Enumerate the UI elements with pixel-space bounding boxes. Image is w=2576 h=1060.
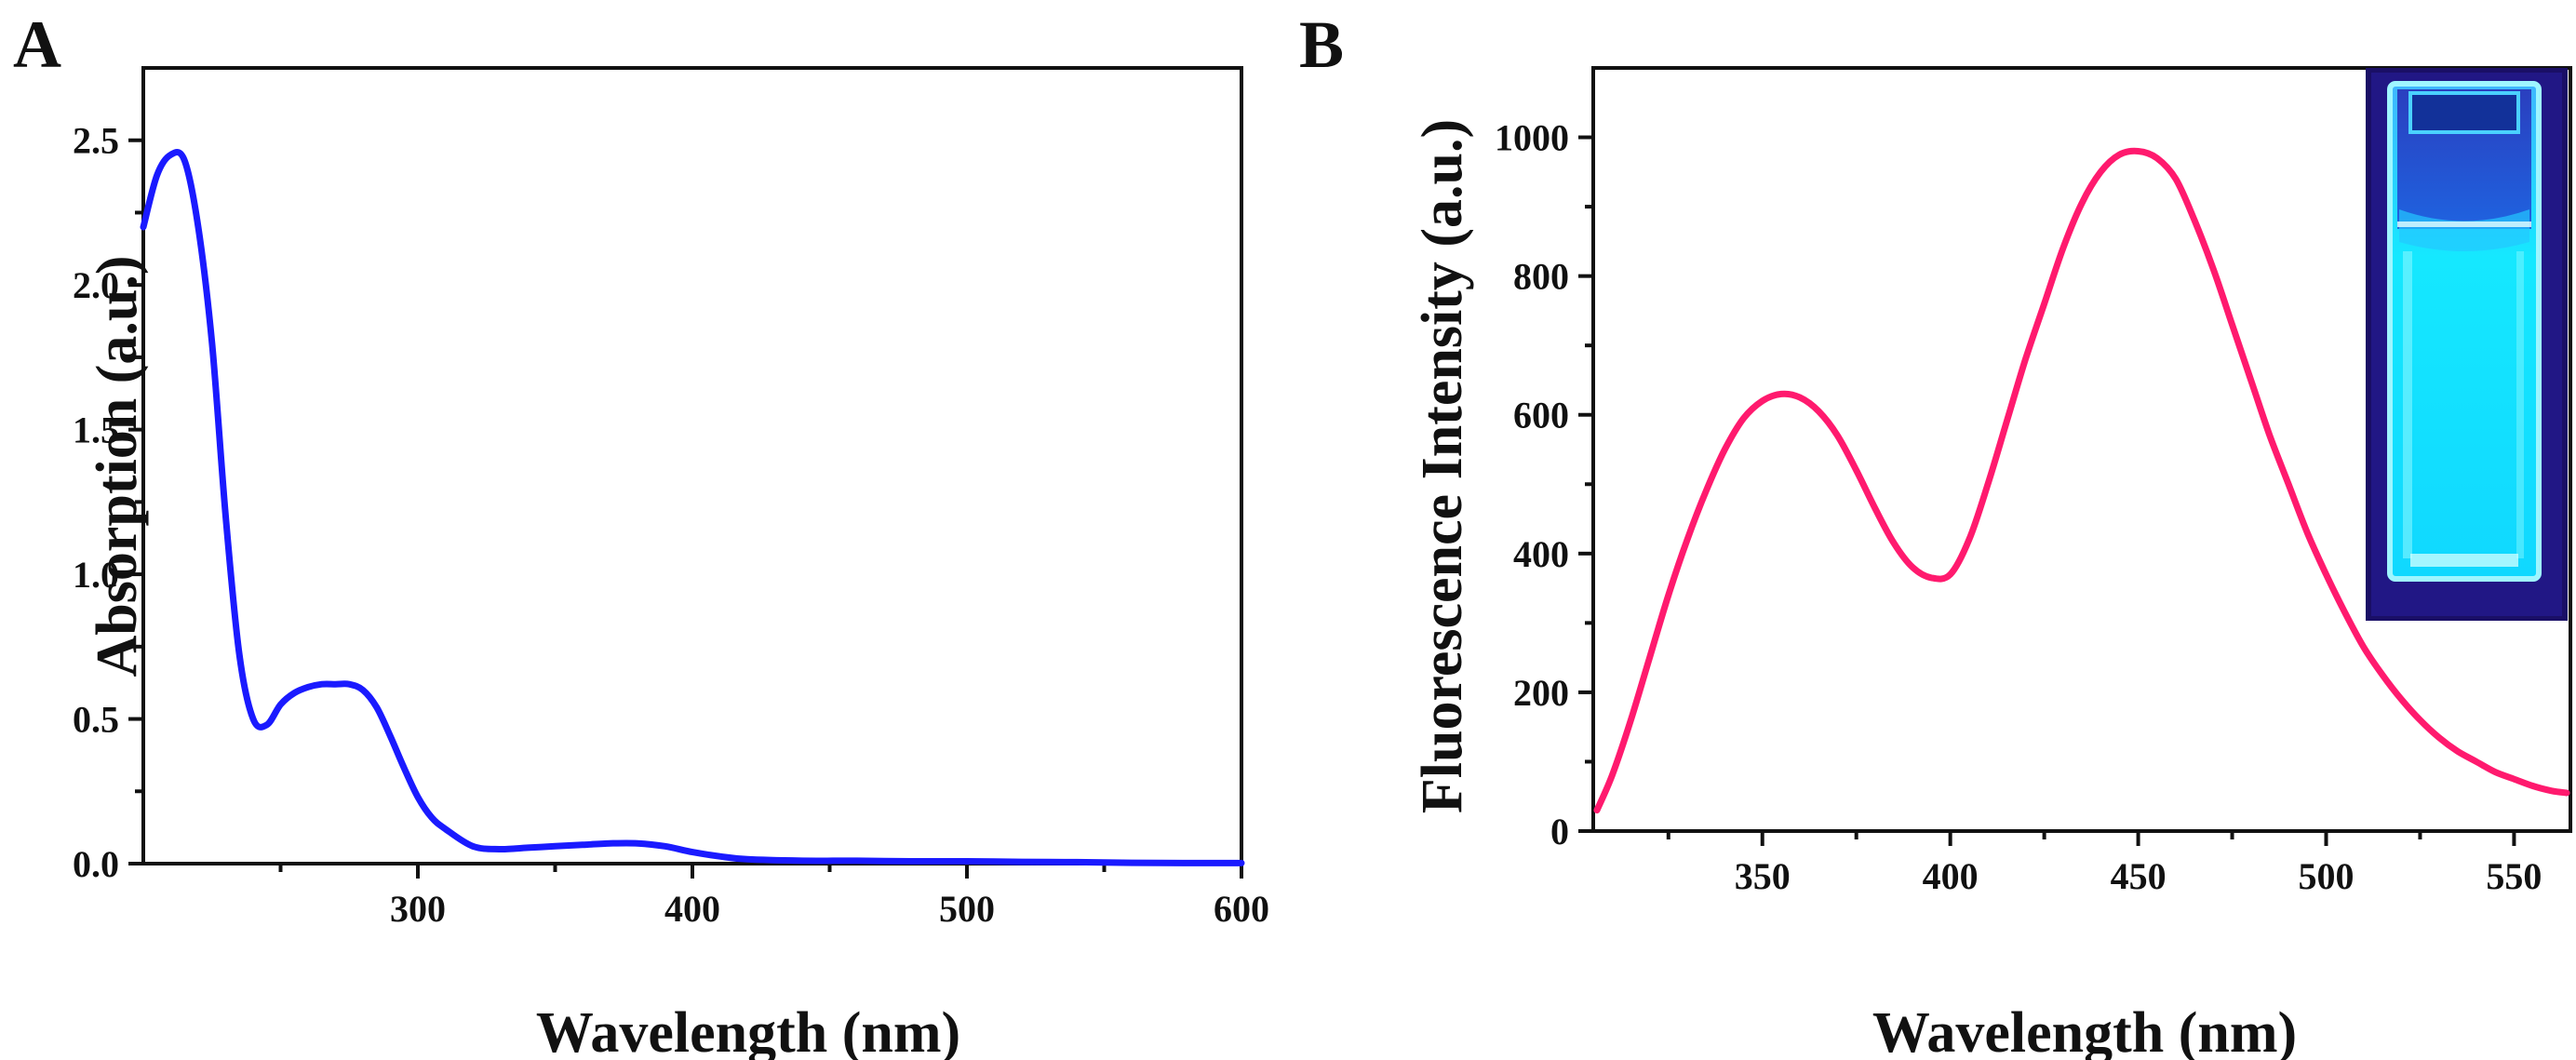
panel-b-x-axis-title: Wavelength (nm) bbox=[1872, 1001, 2297, 1060]
y-tick-label: 0.5 bbox=[73, 699, 119, 741]
y-tick-label: 2.5 bbox=[73, 120, 119, 162]
series-line-fluorescence bbox=[1593, 147, 2570, 814]
x-tick-label: 500 bbox=[939, 888, 995, 930]
panel-a-y-axis-title: Absorption (a.u.) bbox=[86, 255, 149, 677]
y-tick-label: 1.5 bbox=[73, 409, 119, 451]
y-tick-label: 2.0 bbox=[73, 264, 119, 306]
x-tick-label: 400 bbox=[1923, 855, 1979, 897]
y-tick-label: 200 bbox=[1513, 672, 1569, 714]
panel-a-absorption-chart: A 300 400 500 600 0.0 0.5 1.0 1.5 2.0 2.5 Wavelen… bbox=[13, 7, 1269, 1060]
cuvette-photo-inset bbox=[2366, 68, 2568, 621]
series-line-absorption bbox=[140, 149, 1245, 866]
x-tick-label: 350 bbox=[1735, 855, 1791, 897]
y-tick-label: 0 bbox=[1550, 811, 1569, 852]
panel-b-label: B bbox=[1299, 7, 1344, 82]
panel-a-marks: 300 400 500 600 0.0 0.5 1.0 1.5 2.0 2.5 bbox=[73, 66, 1269, 930]
x-tick-label: 550 bbox=[2486, 855, 2542, 897]
x-tick-label: 600 bbox=[1214, 888, 1269, 930]
plot-frame bbox=[1591, 66, 2572, 833]
panel-b-y-axis-title: Fluorescence Intensity (a.u.) bbox=[1411, 119, 1474, 813]
y-tick-label: 0.0 bbox=[73, 843, 119, 885]
x-tick-label: 400 bbox=[664, 888, 720, 930]
y-tick-label: 600 bbox=[1513, 395, 1569, 436]
panel-a-label: A bbox=[13, 7, 61, 82]
y-tick-label: 800 bbox=[1513, 256, 1569, 298]
x-tick-label: 450 bbox=[2111, 855, 2167, 897]
plot-frame bbox=[141, 66, 1243, 865]
panel-a-x-axis-title: Wavelength (nm) bbox=[536, 1001, 960, 1060]
panel-b-marks: 350 400 450 500 550 0 200 400 600 800 1000 bbox=[1495, 66, 2572, 897]
panel-b-fluorescence-chart: B 350 400 450 500 550 0 200 400 600 800 1000 Wavel… bbox=[1299, 7, 2572, 1060]
y-tick-label: 1000 bbox=[1495, 117, 1569, 159]
x-tick-label: 300 bbox=[390, 888, 446, 930]
x-tick-label: 500 bbox=[2299, 855, 2355, 897]
y-tick-label: 400 bbox=[1513, 533, 1569, 575]
y-tick-label: 1.0 bbox=[73, 554, 119, 596]
